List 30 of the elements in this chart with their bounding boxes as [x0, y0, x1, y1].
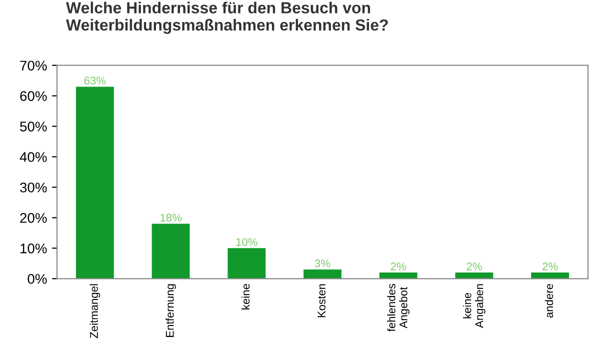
data-label: 18% [160, 214, 182, 222]
x-tick-label: fehlendes Angebot [387, 284, 410, 332]
data-label: 2% [466, 262, 482, 270]
bar [531, 272, 570, 279]
y-tick-label: 40% [20, 152, 47, 162]
bar [455, 272, 494, 279]
y-tick-label: 30% [20, 182, 47, 192]
bar [152, 224, 190, 279]
bar [379, 272, 418, 279]
y-tick-label: 10% [20, 244, 47, 254]
x-tick-label: keine Angaben [463, 284, 486, 328]
data-label: 2% [390, 262, 406, 270]
data-label: 3% [314, 259, 330, 268]
bar [304, 270, 342, 279]
x-tick-label: Kosten [318, 284, 326, 318]
chart-title: Welche Hindernisse für den Besuch von Weiterbildungsmaßnahmen erkennen Sie? [66, 2, 388, 34]
data-label: 2% [542, 262, 558, 270]
y-tick-label: 20% [20, 213, 47, 223]
x-tick-label: Entfernung [166, 284, 176, 337]
bar [228, 248, 266, 279]
x-tick-label: keine [241, 284, 250, 310]
y-tick-label: 70% [20, 60, 47, 71]
y-tick-label: 50% [20, 122, 47, 132]
y-tick-label: 0% [28, 274, 47, 284]
bar [76, 86, 114, 279]
x-tick-label: Zeitmangel [90, 284, 100, 338]
x-tick-label: andere [544, 284, 554, 318]
data-label: 10% [236, 238, 258, 246]
y-tick-label: 60% [20, 91, 47, 101]
data-label: 63% [84, 76, 106, 84]
